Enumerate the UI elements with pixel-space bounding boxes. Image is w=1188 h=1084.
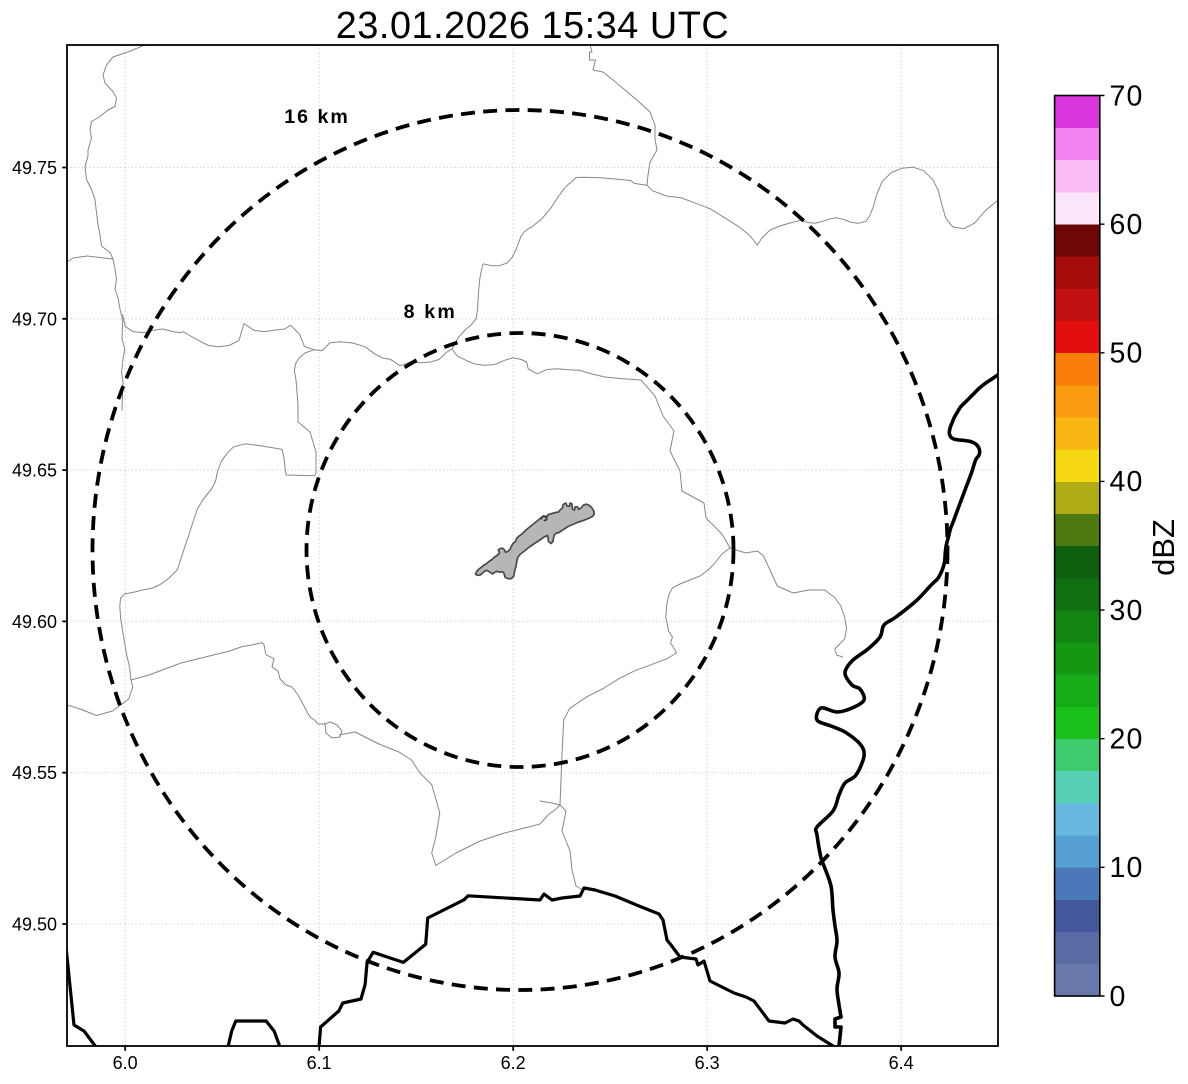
svg-text:49.50: 49.50: [12, 915, 57, 935]
svg-text:49.65: 49.65: [12, 461, 57, 481]
svg-text:49.55: 49.55: [12, 763, 57, 783]
svg-text:0: 0: [1110, 981, 1127, 1013]
svg-text:49.70: 49.70: [12, 309, 57, 329]
svg-text:6.3: 6.3: [695, 1053, 720, 1073]
svg-text:49.75: 49.75: [12, 158, 57, 178]
svg-text:6.4: 6.4: [889, 1053, 914, 1073]
svg-text:50: 50: [1110, 338, 1144, 370]
svg-text:6.2: 6.2: [501, 1053, 526, 1073]
svg-text:30: 30: [1110, 595, 1144, 627]
svg-text:dBZ: dBZ: [1146, 519, 1181, 576]
svg-text:8 km: 8 km: [404, 301, 457, 323]
svg-text:49.60: 49.60: [12, 612, 57, 632]
svg-text:6.0: 6.0: [113, 1053, 138, 1073]
svg-text:20: 20: [1110, 724, 1144, 756]
svg-text:60: 60: [1110, 209, 1144, 241]
svg-text:40: 40: [1110, 466, 1144, 498]
svg-text:16 km: 16 km: [284, 106, 350, 128]
svg-text:10: 10: [1110, 852, 1144, 884]
svg-text:6.1: 6.1: [307, 1053, 332, 1073]
svg-text:70: 70: [1110, 80, 1144, 112]
svg-text:23.01.2026 15:34 UTC: 23.01.2026 15:34 UTC: [336, 5, 729, 47]
